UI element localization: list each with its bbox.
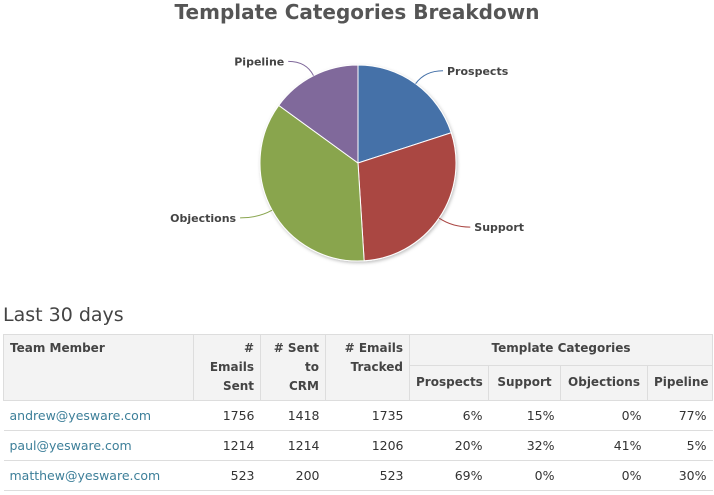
- pie-slice-objections[interactable]: [259, 104, 365, 262]
- table-row: andrew@yesware.com 1756 1418 1735 6% 15%…: [3, 400, 713, 431]
- cell-support: 15%: [488, 400, 561, 431]
- cell-objections: 41%: [560, 430, 648, 461]
- cell-prospects: 20%: [409, 430, 489, 461]
- pie-connector-objections: [240, 209, 273, 219]
- cell-pipeline: 77%: [647, 400, 713, 431]
- cell-pipeline: 30%: [647, 460, 713, 491]
- cell-objections: 0%: [560, 400, 648, 431]
- header-emails-tracked[interactable]: # Emails Tracked: [325, 334, 410, 401]
- pie-connector-prospects: [415, 70, 444, 85]
- member-link[interactable]: matthew@yesware.com: [3, 460, 194, 491]
- cell-prospects: 6%: [409, 400, 489, 431]
- header-emails-sent-line1: #: [243, 341, 254, 355]
- cell-support: 0%: [488, 460, 561, 491]
- member-link[interactable]: paul@yesware.com: [3, 430, 194, 461]
- cell-emails-tracked: 1735: [325, 400, 410, 431]
- header-sent-crm-line2: to: [305, 360, 319, 374]
- cell-prospects: 69%: [409, 460, 489, 491]
- cell-support: 32%: [488, 430, 561, 461]
- header-pipeline[interactable]: Pipeline: [646, 364, 714, 402]
- cell-objections: 0%: [560, 460, 648, 491]
- cell-emails-sent: 1214: [193, 430, 261, 461]
- header-prospects[interactable]: Prospects: [409, 364, 489, 402]
- header-template-categories: Template Categories: [408, 334, 714, 366]
- header-tracked-line1: # Emails: [344, 341, 403, 355]
- chart-title: Template Categories Breakdown: [174, 0, 540, 24]
- pie-label-support: Support: [474, 221, 524, 234]
- cell-emails-sent: 1756: [193, 400, 261, 431]
- team-stats-table: Team Member # Emails Sent # Sent to CRM …: [3, 334, 714, 491]
- table-row: matthew@yesware.com 523 200 523 69% 0% 0…: [3, 460, 713, 491]
- header-sent-crm-line1: # Sent: [273, 341, 319, 355]
- header-emails-sent-line2: Emails: [209, 360, 254, 374]
- header-sent-crm-line3: CRM: [289, 379, 319, 393]
- header-objections[interactable]: Objections: [560, 364, 648, 402]
- pie-connector-support: [438, 217, 471, 228]
- header-tracked-line2: Tracked: [350, 360, 403, 374]
- pie-chart: Prospects Support Objections Pipeline: [170, 55, 524, 262]
- pie-label-prospects: Prospects: [447, 65, 509, 78]
- header-team-member[interactable]: Team Member: [3, 334, 194, 401]
- pie-label-objections: Objections: [170, 212, 236, 225]
- cell-sent-crm: 1214: [260, 430, 326, 461]
- header-support[interactable]: Support: [488, 364, 561, 402]
- pie-connector-pipeline: [288, 60, 314, 76]
- table-row: paul@yesware.com 1214 1214 1206 20% 32% …: [3, 430, 713, 461]
- cell-pipeline: 5%: [647, 430, 713, 461]
- pie-slice-prospects[interactable]: [357, 64, 452, 164]
- cell-sent-crm: 200: [260, 460, 326, 491]
- cell-emails-sent: 523: [193, 460, 261, 491]
- cell-emails-tracked: 1206: [325, 430, 410, 461]
- member-link[interactable]: andrew@yesware.com: [3, 400, 194, 431]
- pie-label-pipeline: Pipeline: [234, 55, 284, 68]
- header-emails-sent-line3: Sent: [222, 379, 254, 393]
- header-emails-sent[interactable]: # Emails Sent: [193, 334, 261, 401]
- cell-emails-tracked: 523: [325, 460, 410, 491]
- section-heading: Last 30 days: [3, 304, 124, 326]
- header-sent-to-crm[interactable]: # Sent to CRM: [260, 334, 326, 401]
- cell-sent-crm: 1418: [260, 400, 326, 431]
